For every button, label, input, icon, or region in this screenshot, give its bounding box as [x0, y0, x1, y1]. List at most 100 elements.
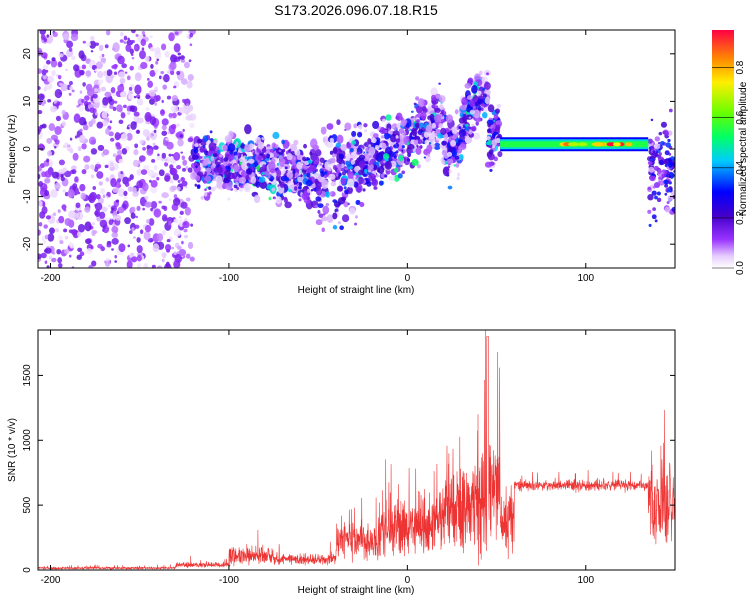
spectrogram-blob — [149, 35, 153, 39]
spectrogram-blob — [416, 119, 420, 123]
spectrogram-blob — [364, 153, 368, 157]
spectrogram-blob — [93, 88, 98, 93]
spectrogram-blob — [669, 172, 673, 176]
spectrogram-blob — [468, 129, 473, 135]
spectrogram-blob — [110, 137, 115, 142]
spectrogram-blob — [349, 207, 356, 215]
spectrogram-blob — [72, 152, 79, 161]
spectrogram-blob — [166, 95, 172, 100]
spectrogram-blob — [76, 105, 79, 108]
spectrogram-blob — [69, 147, 74, 154]
spectrogram-blob — [324, 140, 329, 146]
spectrogram-blob — [91, 260, 97, 267]
spectrogram-blob — [110, 210, 114, 214]
spectrogram-blob — [126, 177, 132, 182]
spectrogram-blob — [66, 40, 74, 49]
spectrogram-blob — [271, 180, 277, 185]
spectrogram-blob — [383, 160, 387, 164]
spectrogram-blob — [153, 208, 162, 218]
spectrogram-blob — [101, 53, 105, 58]
spectrogram-blob — [41, 68, 47, 76]
spectrogram-blob — [169, 164, 174, 170]
spectrogram-blob — [325, 191, 330, 198]
spectrogram-blob — [315, 219, 323, 226]
spectrogram-blob — [61, 204, 67, 210]
spectrogram-blob — [50, 59, 58, 68]
spectrogram-blob — [455, 163, 460, 168]
spectrogram-blob — [167, 131, 171, 135]
spectrogram-blob — [131, 57, 135, 60]
spectrogram-blob — [428, 141, 432, 145]
spectrogram-blob — [185, 114, 193, 121]
spectrogram-blob — [382, 144, 387, 150]
spectrogram-blob — [77, 146, 82, 152]
spectrogram-blob — [160, 109, 165, 115]
spectrogram-blob — [173, 151, 181, 161]
spectrogram-blob — [391, 125, 395, 129]
spectrogram-blob — [154, 47, 161, 55]
spectrogram-blob — [384, 160, 392, 170]
spectrogram-blob — [239, 184, 244, 189]
spectrogram-blob — [341, 214, 350, 223]
spectrogram-blob — [38, 229, 41, 236]
spectrogram-blob — [248, 158, 255, 164]
spectrogram-blob — [110, 87, 116, 94]
spectrogram-blob — [294, 149, 301, 156]
spectrogram-blob — [98, 181, 103, 186]
spectrogram-blob — [45, 215, 51, 220]
spectrogram-blob — [106, 243, 112, 248]
spectrogram-blob — [136, 245, 143, 254]
spectrogram-blob — [231, 172, 238, 180]
spectrogram-blob — [224, 169, 231, 179]
spectrogram-blob — [332, 199, 337, 203]
spectrogram-blob — [92, 230, 98, 234]
spectrogram-blob — [183, 228, 188, 233]
spectrogram-blob — [446, 158, 454, 164]
spectrogram-blob — [178, 56, 181, 60]
spectrogram-blob — [101, 87, 106, 92]
spectrogram-blob — [438, 82, 441, 85]
spectrogram-blob — [484, 96, 491, 105]
spectrogram-blob — [156, 58, 160, 62]
spectrogram-blob — [60, 174, 64, 178]
spectrogram-blob — [111, 226, 119, 234]
spectrogram-blob — [93, 166, 99, 173]
spectrogram-blob — [148, 179, 152, 183]
spectrogram-blob — [246, 162, 251, 167]
spectrogram-blob — [38, 50, 42, 54]
spectrogram-blob — [88, 264, 93, 268]
spectrogram-blob — [365, 160, 369, 165]
spectrogram-blob — [58, 215, 65, 224]
spectrogram-blob — [284, 201, 292, 209]
spectrogram-blob — [199, 156, 203, 159]
spectrogram-blob — [329, 137, 335, 144]
spectrogram-blob — [663, 179, 669, 185]
tone-hotspot — [568, 142, 580, 147]
spectrogram-blob — [151, 158, 156, 163]
spectrogram-blob — [487, 128, 491, 133]
spectrogram-blob — [334, 174, 341, 181]
spectrogram-blob — [212, 153, 218, 158]
spectrogram-blob — [488, 144, 493, 149]
spectrogram-blob — [131, 206, 136, 213]
spectrogram-blob — [651, 190, 657, 196]
spectrogram-blob — [189, 256, 195, 262]
spectrogram-blob — [378, 180, 384, 186]
spectrogram-blob — [379, 126, 386, 135]
spectrogram-blob — [127, 37, 130, 41]
colorbar-tick-label: 0.2 — [735, 211, 746, 225]
spectrogram-blob — [180, 177, 186, 182]
spectrogram-blob — [358, 154, 366, 161]
spectrogram-blob — [227, 147, 231, 151]
spectrogram-blob — [647, 138, 653, 144]
spectrogram-blob — [368, 144, 372, 148]
spectrogram-blob — [464, 135, 473, 144]
spectrogram-blob — [321, 227, 325, 233]
snr-x-tick-label: -200 — [40, 575, 60, 586]
spectrogram-blob — [153, 86, 159, 93]
spectrogram-blob — [84, 206, 91, 213]
spectrogram-blob — [106, 69, 113, 77]
spectrogram-blob — [134, 143, 139, 149]
spectrogram-blob — [89, 40, 97, 49]
spectrogram-blob — [123, 196, 128, 200]
